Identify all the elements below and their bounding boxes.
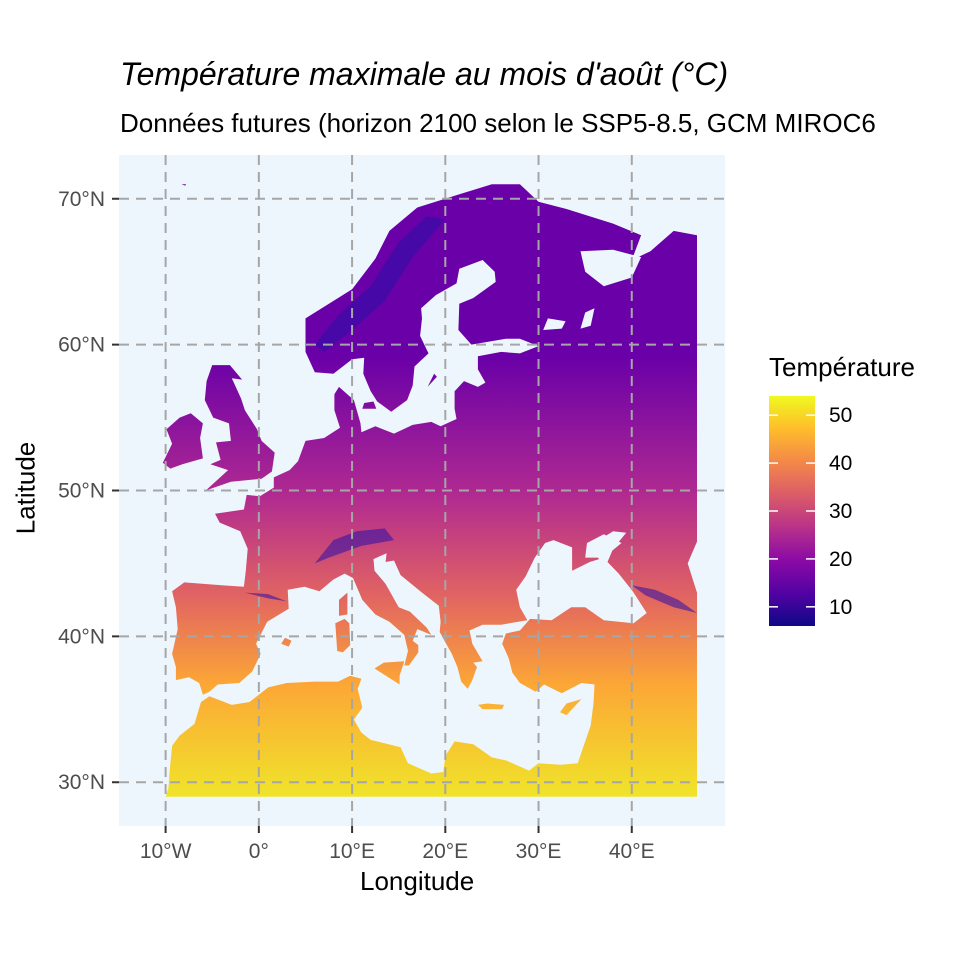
pyrenees-highland (244, 592, 287, 602)
y-axis-title: Latitude (10, 441, 41, 535)
y-tick-label: 60°N (58, 334, 105, 357)
land-ireland (162, 413, 203, 469)
legend-tick-label: 20 (829, 548, 852, 571)
map-subtitle: Données futures (horizon 2100 selon le S… (120, 108, 876, 138)
caspian-sea (687, 541, 697, 593)
land-gotland (427, 373, 437, 387)
x-tick-label: 10°W (140, 840, 192, 863)
alps-highland (314, 528, 394, 564)
x-tick-label: 30°E (516, 840, 562, 863)
land-zealand (362, 401, 377, 409)
land-svalbard-tip (181, 184, 187, 186)
land-cyprus (560, 699, 582, 716)
land-crete (477, 703, 504, 710)
land-great-britain (204, 365, 275, 491)
x-tick-label: 10°E (329, 840, 375, 863)
land-mallorca (281, 637, 292, 647)
y-tick-label: 70°N (58, 188, 105, 211)
caucasus-highland (631, 585, 697, 613)
x-tick-label: 20°E (422, 840, 468, 863)
scandes-highland (314, 216, 446, 352)
x-tick-label: 0° (249, 840, 269, 863)
land-corsica (339, 592, 348, 616)
legend-tick-label: 10 (829, 596, 852, 619)
x-axis-title: Longitude (360, 866, 475, 896)
y-tick-label: 50°N (58, 480, 105, 503)
map-title: Température maximale au mois d'août (°C) (120, 56, 729, 92)
legend-tick-label: 30 (829, 500, 852, 523)
white-sea (580, 249, 642, 287)
y-tick-label: 30°N (58, 771, 105, 794)
legend-title: Température (769, 352, 915, 382)
x-tick-label: 40°E (609, 840, 655, 863)
land-sicily (374, 661, 405, 685)
lake-onega (580, 308, 595, 329)
sea-of-azov (585, 534, 622, 558)
legend-tick-label: 50 (829, 404, 852, 427)
lake-ladoga (543, 318, 566, 330)
y-tick-label: 40°N (58, 625, 105, 648)
legend-tick-label: 40 (829, 452, 852, 475)
